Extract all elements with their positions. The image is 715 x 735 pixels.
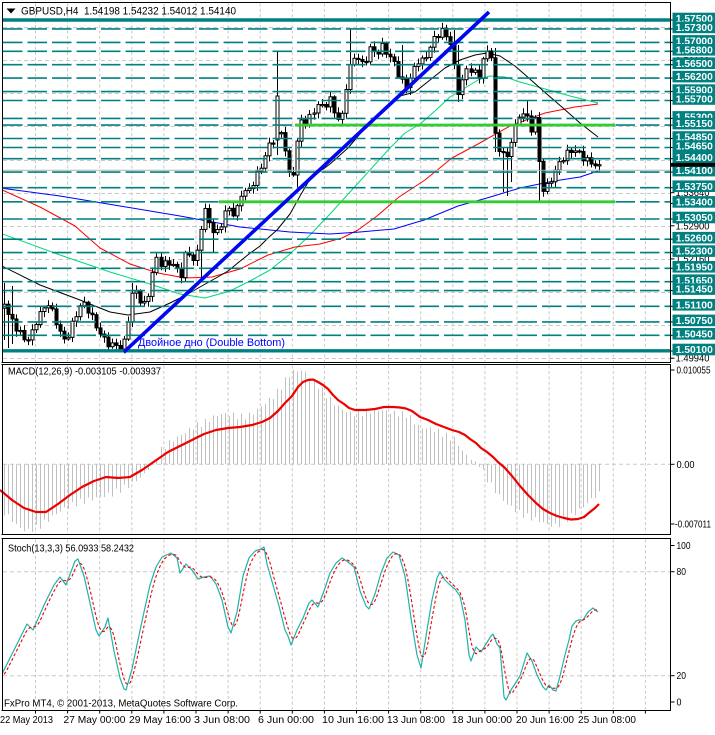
svg-text:100: 100 <box>677 540 691 552</box>
svg-text:1.53750: 1.53750 <box>676 181 713 193</box>
svg-text:1.53050: 1.53050 <box>676 212 713 224</box>
svg-text:80: 80 <box>677 566 687 578</box>
svg-text:0.00: 0.00 <box>677 459 695 471</box>
svg-text:1.50450: 1.50450 <box>676 328 713 340</box>
svg-text:1.51100: 1.51100 <box>676 299 713 311</box>
svg-text:1.55150: 1.55150 <box>676 118 713 130</box>
svg-text:GBPUSD,H4 1.54198 1.54232 1.5: GBPUSD,H4 1.54198 1.54232 1.54012 1.5414… <box>21 6 236 18</box>
svg-text:-0.007011: -0.007011 <box>675 519 711 531</box>
svg-text:6 Jun 00:00: 6 Jun 00:00 <box>258 714 314 726</box>
svg-text:3 Jun 08:00: 3 Jun 08:00 <box>194 714 250 726</box>
svg-text:1.53400: 1.53400 <box>676 197 713 209</box>
svg-text:1.56200: 1.56200 <box>676 71 713 83</box>
svg-text:1.50750: 1.50750 <box>676 315 713 327</box>
svg-text:1.54400: 1.54400 <box>676 152 713 164</box>
svg-text:1.51950: 1.51950 <box>676 261 713 273</box>
svg-text:1.51450: 1.51450 <box>676 284 713 296</box>
svg-text:1.54650: 1.54650 <box>676 141 713 153</box>
svg-text:20 Jun 16:00: 20 Jun 16:00 <box>516 714 574 726</box>
svg-text:1.52300: 1.52300 <box>676 246 713 258</box>
svg-text:13 Jun 08:00: 13 Jun 08:00 <box>387 714 445 726</box>
svg-text:MACD(12,26,9) -0.003105 -0.003: MACD(12,26,9) -0.003105 -0.003937 <box>8 366 161 378</box>
svg-text:1.54100: 1.54100 <box>676 165 713 177</box>
svg-text:22 May 2013: 22 May 2013 <box>0 714 53 726</box>
svg-text:1.55700: 1.55700 <box>676 94 713 106</box>
svg-text:27 May 00:00: 27 May 00:00 <box>64 714 126 726</box>
svg-text:0: 0 <box>677 697 682 709</box>
svg-text:Двойное дно (Double Bottom): Двойное дно (Double Bottom) <box>138 337 285 349</box>
svg-text:0.010055: 0.010055 <box>677 365 711 377</box>
svg-text:25 Jun 08:00: 25 Jun 08:00 <box>578 714 636 726</box>
svg-text:1.56800: 1.56800 <box>676 44 713 56</box>
svg-text:FxPro MT4, © 2001-2013, MetaQu: FxPro MT4, © 2001-2013, MetaQuotes Softw… <box>4 698 238 710</box>
svg-text:18 Jun 00:00: 18 Jun 00:00 <box>452 714 512 726</box>
svg-text:Stoch(13,3,3) 56.0933 58.2432: Stoch(13,3,3) 56.0933 58.2432 <box>8 543 134 555</box>
svg-text:1.57300: 1.57300 <box>676 22 713 34</box>
svg-text:1.50100: 1.50100 <box>676 344 713 356</box>
svg-text:20: 20 <box>677 670 687 682</box>
svg-text:10 Jun 16:00: 10 Jun 16:00 <box>322 714 384 726</box>
svg-text:29 May 16:00: 29 May 16:00 <box>129 714 191 726</box>
svg-text:1.52600: 1.52600 <box>676 232 713 244</box>
svg-text:1.56500: 1.56500 <box>676 58 713 70</box>
